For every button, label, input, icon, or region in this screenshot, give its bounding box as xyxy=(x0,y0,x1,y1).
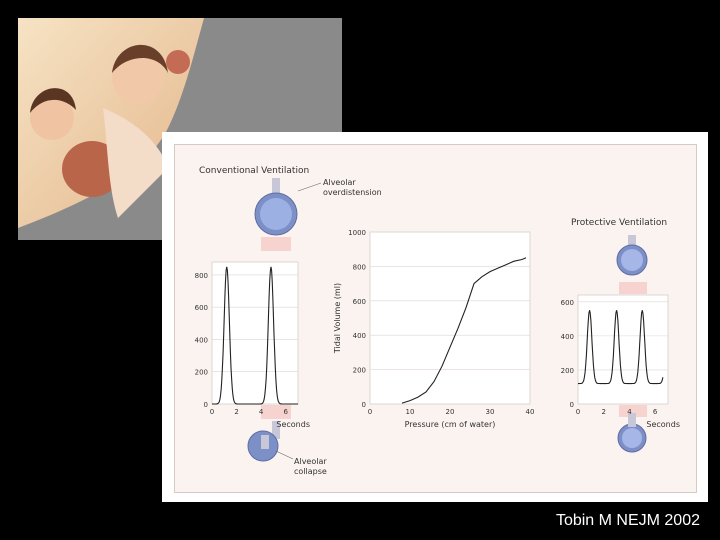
y-tick-label: 800 xyxy=(195,272,208,280)
y-tick-label: 200 xyxy=(353,367,366,375)
x-tick-label: 0 xyxy=(210,408,214,416)
x-axis-label: Seconds xyxy=(646,420,680,429)
y-tick-label: 200 xyxy=(195,369,208,377)
y-tick-label: 400 xyxy=(353,332,366,340)
alveolus-protective-bottom-icon xyxy=(617,405,647,453)
label-collapse-line2: collapse xyxy=(294,467,327,476)
y-tick-label: 400 xyxy=(195,336,208,344)
conventional-title: Conventional Ventilation xyxy=(199,166,309,176)
plot-area xyxy=(369,231,531,405)
chart-pressure-volume: 0 200 400 600 800 1000 0 10 20 30 40 Pressure (cm o… xyxy=(333,229,534,429)
chart-protective: 0 200 400 600 0 2 4 6 Seconds xyxy=(561,294,680,429)
label-overdistension-line1: Alveolar xyxy=(323,178,356,187)
y-tick-label: 600 xyxy=(561,299,574,307)
x-tick-label: 2 xyxy=(234,408,238,416)
alveolus-overdistended-icon xyxy=(254,178,298,251)
y-tick-label: 0 xyxy=(570,401,574,409)
chart-conventional: 0 200 400 600 800 0 2 4 6 Seconds xyxy=(195,261,310,429)
y-tick-label: 200 xyxy=(561,367,574,375)
series-line xyxy=(212,266,298,405)
alveolus-collapsed-icon xyxy=(247,405,291,462)
x-tick-label: 2 xyxy=(601,408,605,416)
y-tick-label: 400 xyxy=(561,333,574,341)
x-tick-label: 4 xyxy=(627,408,632,416)
x-tick-label: 6 xyxy=(283,408,288,416)
x-axis-label: Pressure (cm of water) xyxy=(405,420,496,429)
label-overdistension-line2: overdistension xyxy=(323,188,382,197)
label-collapse-line1: Alveolar xyxy=(294,457,327,466)
children-balloon-photo xyxy=(18,18,342,240)
y-tick-label: 600 xyxy=(195,304,208,312)
figure-panel: Conventional Ventilation Protective Vent… xyxy=(174,144,697,493)
x-tick-label: 40 xyxy=(526,408,535,416)
figure-frame: Conventional Ventilation Protective Vent… xyxy=(162,132,708,502)
y-axis-label: Tidal Volume (ml) xyxy=(333,283,342,354)
x-tick-label: 0 xyxy=(368,408,372,416)
balloon-icon xyxy=(62,141,122,197)
y-tick-label: 0 xyxy=(362,401,366,409)
citation-caption: Tobin M NEJM 2002 xyxy=(555,512,700,529)
x-tick-label: 10 xyxy=(406,408,415,416)
y-tick-label: 0 xyxy=(204,401,208,409)
y-tick-label: 800 xyxy=(353,263,366,271)
y-tick-label: 600 xyxy=(353,298,366,306)
ventilation-figure: Conventional Ventilation Protective Vent… xyxy=(195,166,680,476)
plot-area xyxy=(211,261,299,405)
alveolus-protective-top-icon xyxy=(616,235,648,294)
x-axis-label: Seconds xyxy=(276,420,310,429)
x-tick-label: 4 xyxy=(259,408,264,416)
series-line xyxy=(578,310,664,385)
y-tick-label: 1000 xyxy=(348,229,366,237)
series-line xyxy=(401,257,527,404)
x-tick-label: 20 xyxy=(446,408,455,416)
protective-title: Protective Ventilation xyxy=(571,218,667,228)
x-tick-label: 0 xyxy=(576,408,580,416)
x-tick-label: 30 xyxy=(486,408,495,416)
x-tick-label: 6 xyxy=(653,408,658,416)
plot-area xyxy=(577,294,669,405)
